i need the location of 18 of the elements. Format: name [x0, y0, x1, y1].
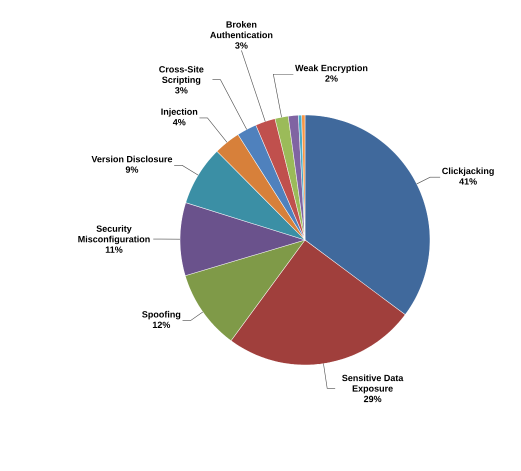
data-label: 11%	[106, 246, 122, 253]
slice-label: Weak Encryption	[295, 64, 368, 73]
slice-label: Broken Authentication	[210, 21, 272, 38]
slice-label: Cross-Site Scripting	[159, 66, 204, 85]
data-label: 2%	[325, 75, 338, 82]
data-label: 9%	[126, 166, 138, 173]
slice-label: Spoofing	[142, 310, 180, 320]
slice-label: Sensitive Data Exposure	[342, 374, 404, 394]
slice-label: Injection	[161, 108, 198, 117]
slice-label: Clickjacking	[442, 168, 494, 176]
data-label: 4%	[172, 119, 186, 126]
slice-label: Version Disclosure	[91, 156, 172, 162]
slice-label: Security Misconfiguration	[78, 225, 150, 244]
data-label: 29%	[364, 396, 382, 402]
data-label: 3%	[175, 87, 188, 94]
data-label: 12%	[152, 322, 170, 328]
data-label: 41%	[459, 178, 477, 185]
data-label: 3%	[235, 42, 248, 49]
